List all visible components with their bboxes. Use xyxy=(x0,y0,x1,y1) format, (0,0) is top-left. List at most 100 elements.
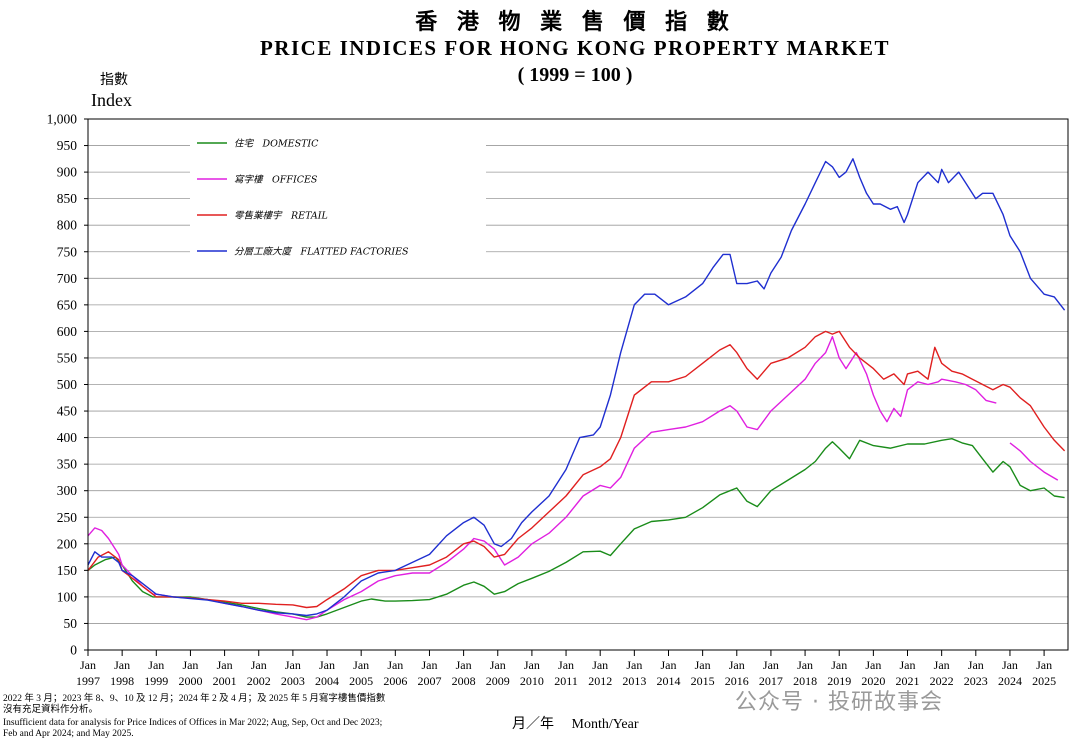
x-tick-year-label: 2009 xyxy=(486,674,510,688)
y-axis-label: Index xyxy=(91,90,132,110)
y-tick-label: 450 xyxy=(57,404,78,419)
x-tick-year-label: 1997 xyxy=(76,674,100,688)
x-tick-month-label: Jan xyxy=(968,658,984,672)
x-tick-year-label: 2002 xyxy=(247,674,271,688)
x-tick-year-label: 2025 xyxy=(1032,674,1056,688)
series-line-0 xyxy=(87,438,1065,618)
x-tick-month-label: Jan xyxy=(353,658,369,672)
legend-label-2: 零售業樓宇 RETAIL xyxy=(234,211,328,222)
series-line-2 xyxy=(1009,442,1059,481)
x-tick-year-label: 2023 xyxy=(964,674,988,688)
y-tick-label: 0 xyxy=(70,643,77,658)
x-axis-label: 月／年 Month/Year xyxy=(512,717,639,732)
y-axis-ticks: 0 50 100 150 200 250 300 350 400 450 500 550 600 650 7… xyxy=(47,112,88,658)
x-tick-year-label: 2004 xyxy=(315,674,339,688)
x-tick-month-label: Jan xyxy=(217,658,233,672)
legend-label-3: 分層工廠大廈 FLATTED FACTORIES xyxy=(234,246,409,258)
y-tick-label: 150 xyxy=(57,563,78,578)
x-tick-month-label: Jan xyxy=(182,658,198,672)
y-axis-label-chinese: 指數 xyxy=(100,73,128,88)
x-tick-year-label: 2000 xyxy=(178,674,202,688)
y-tick-label: 300 xyxy=(57,483,78,498)
x-tick-month-label: Jan xyxy=(865,658,881,672)
x-tick-month-label: Jan xyxy=(558,658,574,672)
x-tick-year-label: 2022 xyxy=(930,674,954,688)
x-tick-month-label: Jan xyxy=(592,658,608,672)
x-tick-year-label: 2014 xyxy=(656,674,680,688)
x-tick-month-label: Jan xyxy=(319,658,335,672)
x-tick-month-label: Jan xyxy=(148,658,164,672)
y-tick-label: 850 xyxy=(57,191,78,206)
x-tick-month-label: Jan xyxy=(729,658,745,672)
chart-title-chinese: 香 港 物 業 售 價 指 數 xyxy=(415,9,735,35)
x-tick-month-label: Jan xyxy=(1002,658,1018,672)
x-tick-month-label: Jan xyxy=(695,658,711,672)
watermark-text: 公众号 · 投研故事会 xyxy=(735,690,943,715)
x-tick-year-label: 2005 xyxy=(349,674,373,688)
y-tick-label: 500 xyxy=(57,377,78,392)
x-tick-month-label: Jan xyxy=(660,658,676,672)
x-tick-year-label: 2016 xyxy=(725,674,749,688)
x-tick-month-label: Jan xyxy=(80,658,96,672)
x-tick-month-label: Jan xyxy=(797,658,813,672)
footnote-line-1: 2022 年 3 月；2023 年 8、9、10 及 12 月；2024 年 2… xyxy=(3,694,386,704)
x-tick-year-label: 1999 xyxy=(144,674,168,688)
x-tick-year-label: 2001 xyxy=(213,674,237,688)
y-tick-label: 900 xyxy=(57,165,78,180)
y-tick-label: 650 xyxy=(57,297,78,312)
chart-base-note: ( 1999 = 100 ) xyxy=(517,64,633,86)
x-tick-month-label: Jan xyxy=(900,658,916,672)
x-tick-year-label: 2020 xyxy=(861,674,885,688)
series-line-4 xyxy=(87,158,1066,617)
x-tick-year-label: 2010 xyxy=(520,674,544,688)
chart-title-english: PRICE INDICES FOR HONG KONG PROPERTY MAR… xyxy=(259,36,890,60)
footnote-line-2: 沒有充足資料作分析。 xyxy=(3,705,99,715)
x-axis-ticks: Jan 1997 Jan 1998 Jan 1999 Jan 2000 Jan 2001 Jan 20… xyxy=(76,650,1056,688)
gridlines xyxy=(88,145,1068,624)
x-tick-year-label: 2012 xyxy=(588,674,612,688)
x-tick-year-label: 2013 xyxy=(622,674,646,688)
y-tick-label: 700 xyxy=(57,271,78,286)
footnote-line-3: Insufficient data for analysis for Price… xyxy=(3,718,383,728)
y-tick-label: 950 xyxy=(57,138,78,153)
y-tick-label: 250 xyxy=(57,510,78,525)
x-tick-month-label: Jan xyxy=(1036,658,1052,672)
footnote-line-4: Feb and Apr 2024; and May 2025. xyxy=(3,729,134,739)
x-tick-year-label: 2003 xyxy=(281,674,305,688)
x-tick-year-label: 2006 xyxy=(383,674,407,688)
y-tick-label: 750 xyxy=(57,244,78,259)
x-tick-month-label: Jan xyxy=(626,658,642,672)
x-tick-month-label: Jan xyxy=(831,658,847,672)
y-tick-label: 800 xyxy=(57,218,78,233)
x-tick-year-label: 1998 xyxy=(110,674,134,688)
y-tick-label: 400 xyxy=(57,430,78,445)
x-tick-year-label: 2021 xyxy=(896,674,920,688)
x-tick-month-label: Jan xyxy=(421,658,437,672)
series-line-1 xyxy=(87,336,997,621)
x-tick-year-label: 2015 xyxy=(691,674,715,688)
x-tick-year-label: 2007 xyxy=(417,674,441,688)
x-tick-month-label: Jan xyxy=(387,658,403,672)
y-tick-label: 550 xyxy=(57,350,78,365)
x-tick-month-label: Jan xyxy=(114,658,130,672)
series-layer xyxy=(87,158,1066,621)
y-tick-label: 100 xyxy=(57,589,78,604)
legend: 住宅 DOMESTIC 寫字樓 OFFICES 零售業樓宇 RETAIL 分層工廠大廈… xyxy=(190,126,486,268)
x-tick-year-label: 2008 xyxy=(452,674,476,688)
y-tick-label: 600 xyxy=(57,324,78,339)
y-tick-label: 200 xyxy=(57,536,78,551)
series-line-3 xyxy=(87,330,1066,609)
legend-box xyxy=(190,126,486,268)
plot-area-frame xyxy=(87,118,1069,651)
legend-label-1: 寫字樓 OFFICES xyxy=(234,174,318,186)
x-tick-year-label: 2024 xyxy=(998,674,1022,688)
x-tick-month-label: Jan xyxy=(251,658,267,672)
x-tick-year-label: 2017 xyxy=(759,674,783,688)
legend-label-0: 住宅 DOMESTIC xyxy=(234,138,319,150)
x-tick-year-label: 2018 xyxy=(793,674,817,688)
x-tick-month-label: Jan xyxy=(524,658,540,672)
x-tick-month-label: Jan xyxy=(285,658,301,672)
x-tick-month-label: Jan xyxy=(763,658,779,672)
x-tick-year-label: 2019 xyxy=(827,674,851,688)
